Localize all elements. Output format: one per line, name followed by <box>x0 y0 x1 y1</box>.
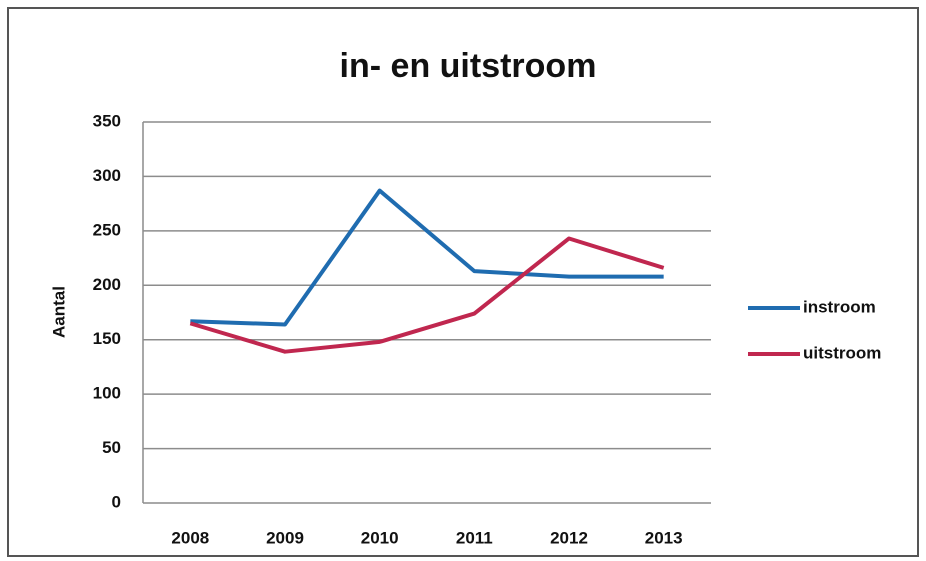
x-tick-label: 2013 <box>645 528 683 547</box>
y-axis-label: Aantal <box>49 286 68 338</box>
y-tick-label: 350 <box>93 111 121 130</box>
x-tick-label: 2009 <box>266 528 304 547</box>
x-tick-label: 2011 <box>456 528 493 547</box>
x-tick-label: 2008 <box>171 528 209 547</box>
chart-frame <box>7 7 919 557</box>
y-tick-label: 200 <box>93 275 121 294</box>
y-tick-label: 0 <box>112 492 121 511</box>
legend-label: instroom <box>803 297 876 316</box>
x-tick-label: 2012 <box>550 528 588 547</box>
series-line <box>189 236 665 354</box>
y-tick-label: 300 <box>93 166 121 185</box>
series-line <box>190 188 664 327</box>
x-tick-label: 2010 <box>361 528 399 547</box>
y-tick-label: 50 <box>102 438 121 457</box>
y-tick-label: 150 <box>93 329 121 348</box>
chart-title: in- en uitstroom <box>340 47 597 85</box>
legend-label: uitstroom <box>803 343 881 362</box>
y-tick-label: 100 <box>93 384 121 403</box>
y-tick-label: 250 <box>93 220 121 239</box>
